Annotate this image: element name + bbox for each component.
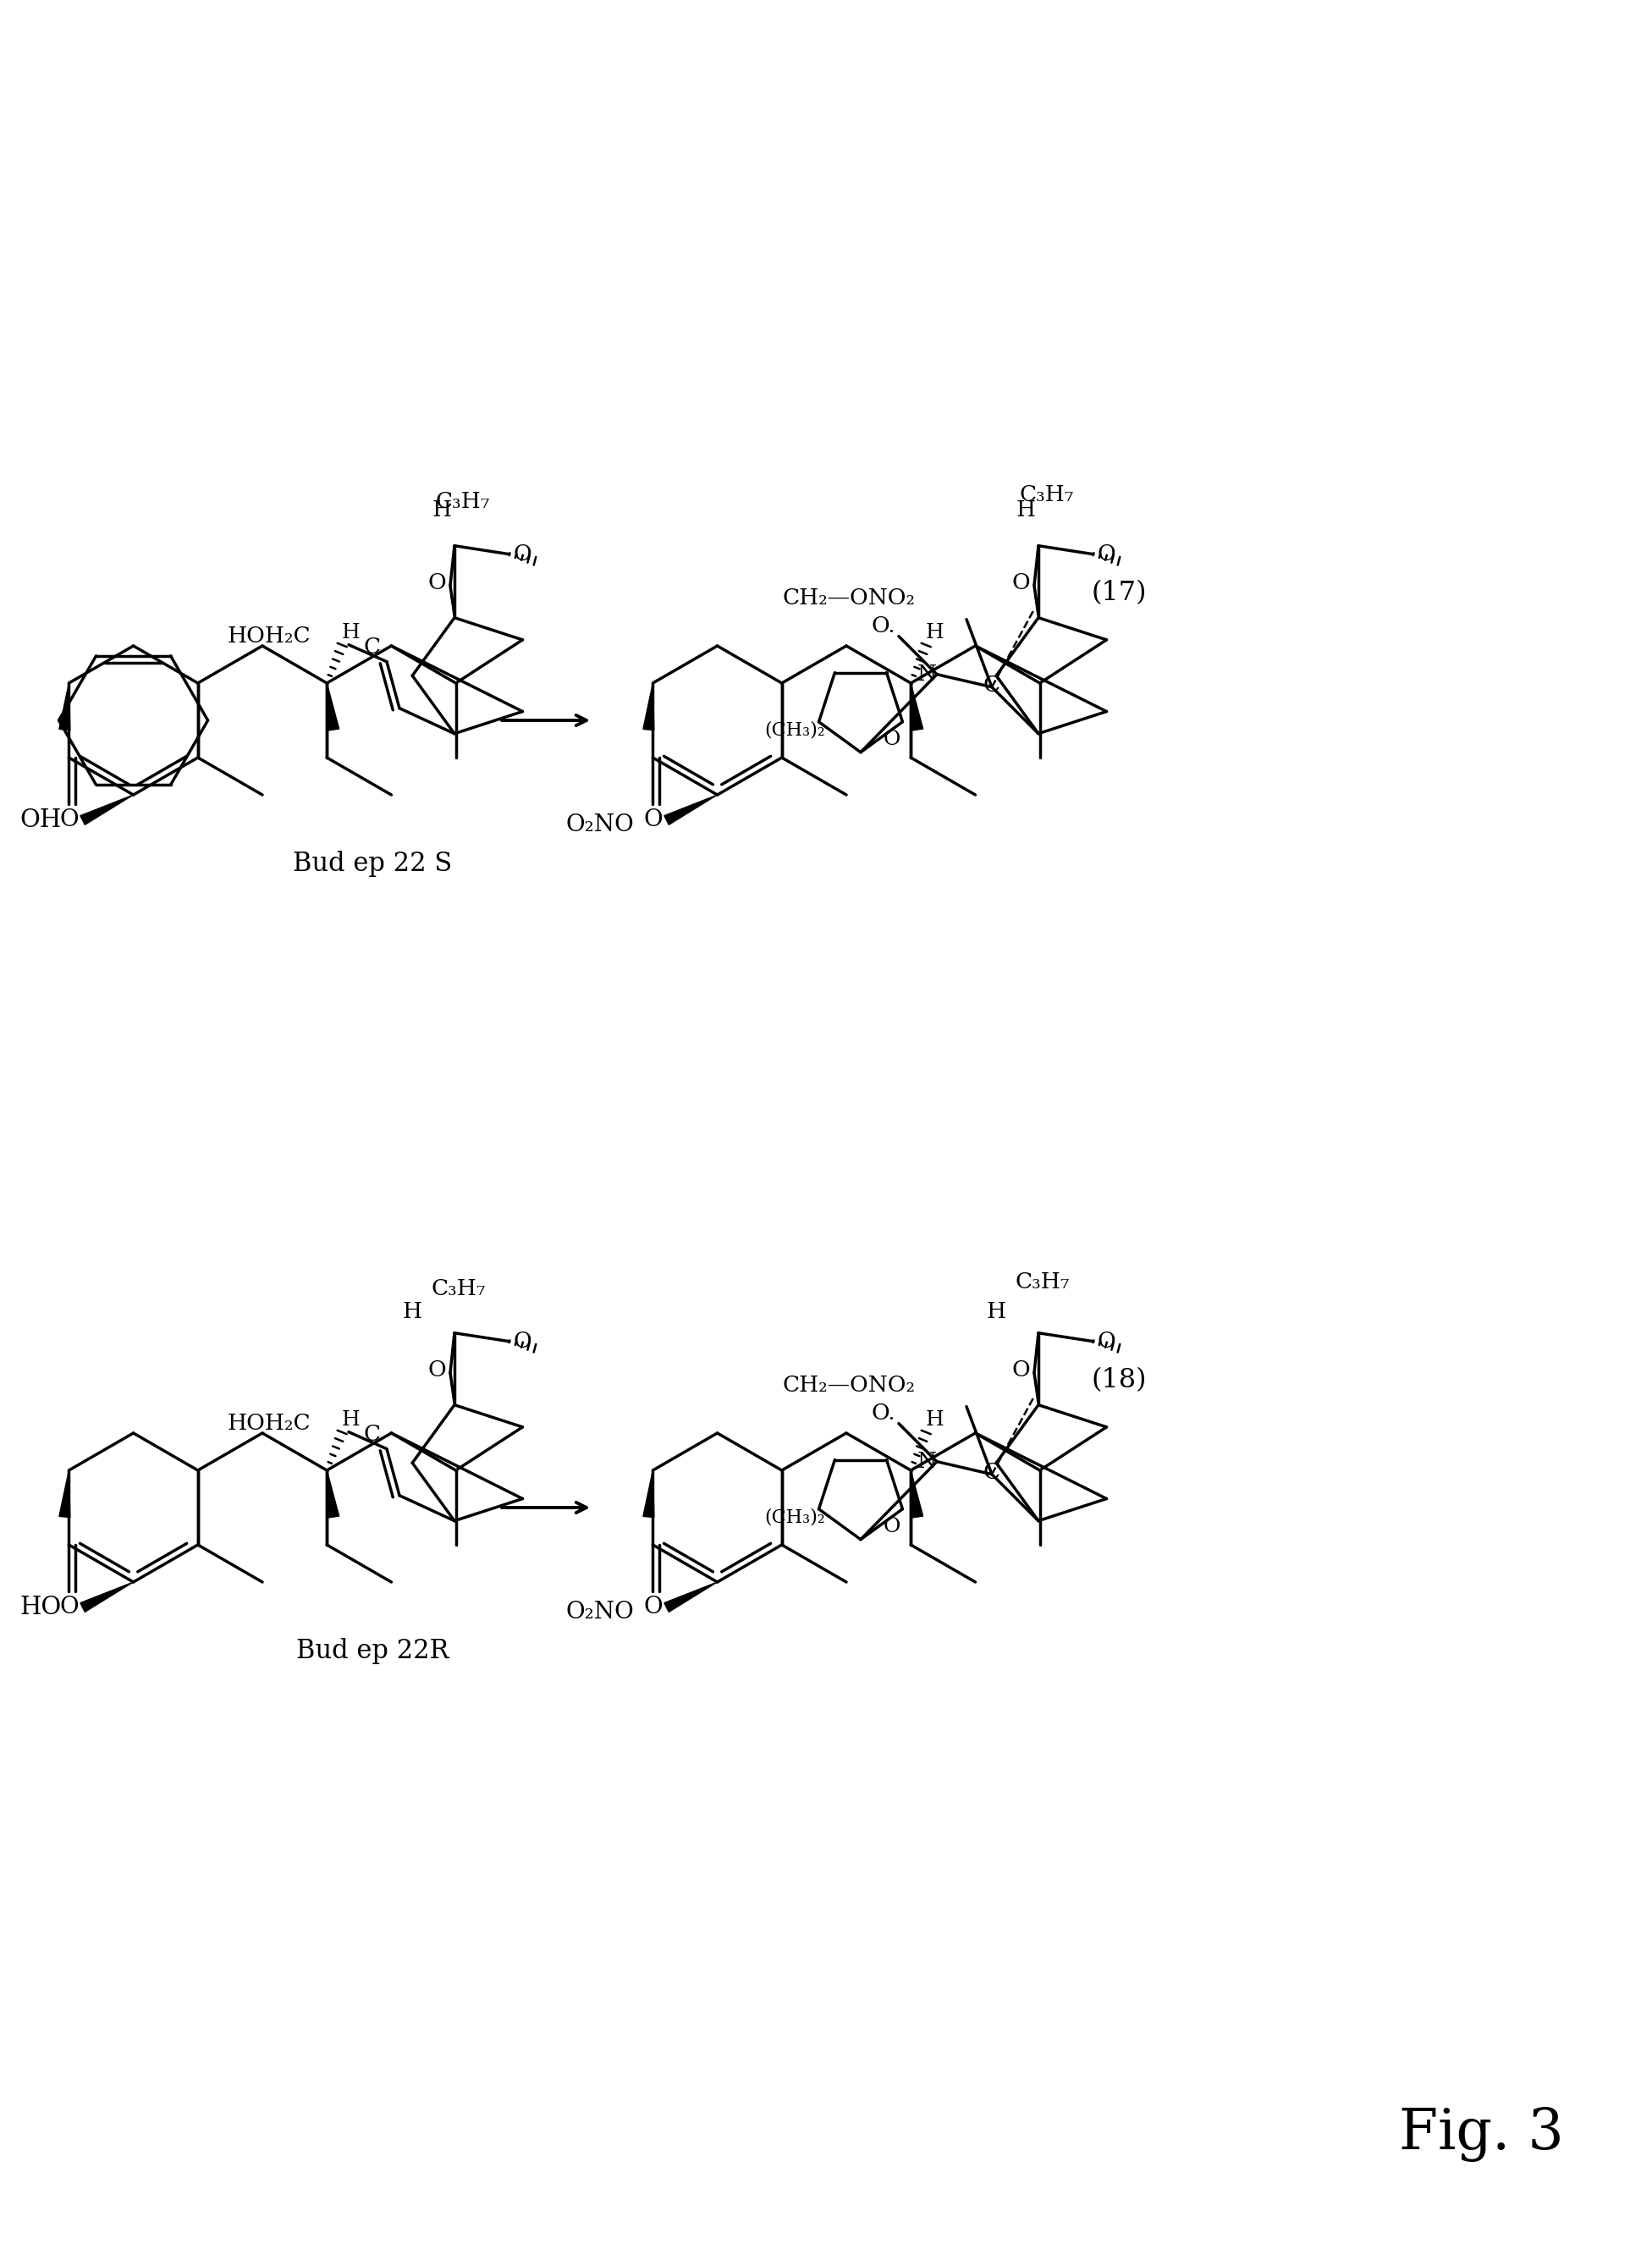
Polygon shape [664,1582,717,1611]
Text: Bud ep 22 S: Bud ep 22 S [292,850,453,877]
Text: Bud ep 22R: Bud ep 22R [296,1638,449,1665]
Polygon shape [643,1470,654,1517]
Text: C: C [363,1425,382,1445]
Text: H: H [1016,500,1036,521]
Text: H: H [925,622,943,642]
Text: O: O [59,1595,78,1618]
Text: H: H [403,1302,421,1322]
Text: O: O [882,729,900,749]
Text: O: O [1097,543,1115,565]
Text: O: O [428,1360,446,1380]
Text: O: O [1097,1331,1115,1351]
Text: H: H [342,1409,360,1429]
Text: O: O [59,808,78,830]
Text: C: C [983,675,1001,696]
Text: C₃H₇: C₃H₇ [431,1279,486,1299]
Text: C₃H₇: C₃H₇ [1019,485,1074,505]
Text: N: N [917,664,937,684]
Text: H: H [342,622,360,642]
Polygon shape [59,682,69,729]
Text: C: C [363,637,382,657]
Text: H: H [925,1409,943,1429]
Polygon shape [664,794,717,826]
Polygon shape [910,1470,923,1517]
Text: O: O [1011,572,1029,595]
Text: (CH₃)₂: (CH₃)₂ [765,1508,826,1526]
Text: H: H [986,1302,1006,1322]
Text: O: O [428,572,446,595]
Text: OH: OH [20,808,61,833]
Polygon shape [327,1470,339,1517]
Text: (18): (18) [1092,1367,1146,1394]
Text: N: N [917,1452,937,1472]
Text: O₂NO: O₂NO [567,812,634,837]
Text: C₃H₇: C₃H₇ [436,491,491,512]
Text: O₂NO: O₂NO [567,1600,634,1622]
Polygon shape [643,682,654,729]
Text: C₃H₇: C₃H₇ [1016,1272,1070,1293]
Polygon shape [327,682,339,732]
Text: H: H [431,500,451,521]
Text: O: O [643,808,662,830]
Text: O: O [643,1595,662,1618]
Text: HO: HO [20,1595,61,1620]
Text: O.: O. [871,615,895,637]
Text: (17): (17) [1092,581,1146,606]
Polygon shape [81,794,134,826]
Text: C: C [983,1463,1001,1483]
Text: O.: O. [871,1402,895,1425]
Text: CH₂—ONO₂: CH₂—ONO₂ [783,1376,915,1396]
Text: O: O [514,543,532,565]
Text: O: O [514,1331,532,1351]
Polygon shape [59,1470,69,1517]
Text: CH₂—ONO₂: CH₂—ONO₂ [783,588,915,608]
Text: (CH₃)₂: (CH₃)₂ [765,720,826,741]
Text: HOH₂C: HOH₂C [226,1414,311,1434]
Text: HOH₂C: HOH₂C [226,626,311,646]
Text: Fig. 3: Fig. 3 [1399,2107,1563,2161]
Polygon shape [910,682,923,732]
Text: O: O [1011,1360,1029,1380]
Text: O: O [882,1517,900,1535]
Polygon shape [81,1582,134,1611]
